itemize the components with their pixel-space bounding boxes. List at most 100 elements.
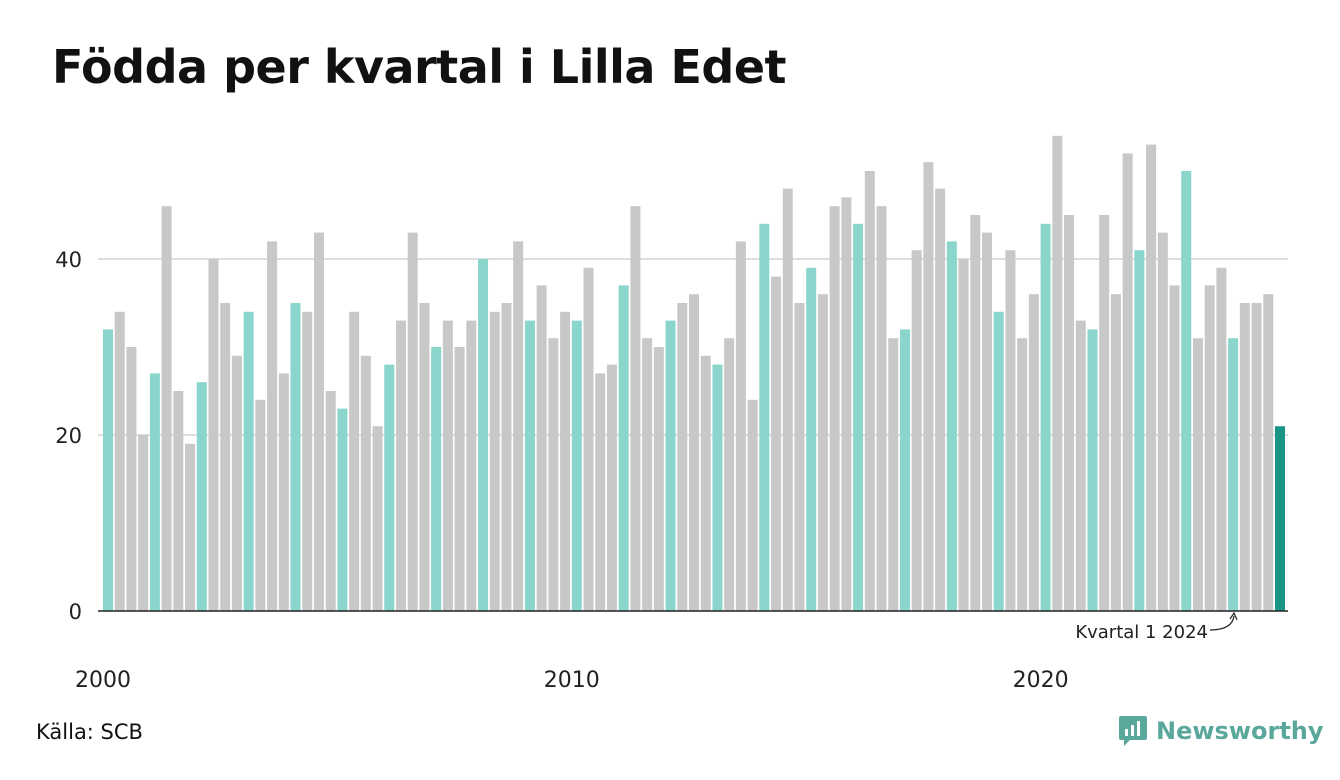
bar: 2020 K1: 44 — [1040, 223, 1051, 612]
bar: 2008 K1: 40 — [478, 259, 489, 611]
y-tick-label: 0 — [69, 600, 82, 624]
bar: 2006 K2: 33 — [396, 320, 406, 611]
bar: 2009 K4: 34 — [560, 311, 571, 611]
bar: 2000 K2: 34 — [114, 311, 125, 611]
bar: 2012 K1: 33 — [665, 320, 676, 611]
bar: 2001 K4: 19 — [185, 443, 196, 611]
annotation-arrowhead — [1229, 611, 1238, 621]
bar: 2002 K2: 40 — [208, 259, 219, 611]
bar: 2002 K3: 35 — [220, 303, 231, 611]
bar: 2011 K3: 31 — [642, 338, 653, 611]
bar: 2021 K2: 45 — [1099, 215, 1110, 611]
x-tick-label: 2020 — [1013, 668, 1069, 693]
bar: 2000 K1: 32 — [103, 329, 113, 611]
bar: 2020 K2: 54 — [1052, 135, 1063, 612]
bar: 2024 K1: 31 — [1228, 338, 1239, 611]
bar: 2008 K3: 35 — [501, 303, 512, 611]
bar: 2020 K4: 33 — [1075, 320, 1086, 611]
bar: 2023 K1: 50 — [1181, 171, 1192, 611]
bar: 2023 K4: 39 — [1216, 267, 1227, 611]
y-tick-label: 40 — [55, 248, 82, 272]
bar: 2005 K4: 21 — [372, 426, 383, 611]
bar: 2007 K4: 33 — [466, 320, 477, 611]
bar: 2021 K4: 52 — [1122, 153, 1133, 611]
bar: 2000 K4: 20 — [138, 435, 149, 611]
bar: 2010 K1: 33 — [571, 320, 582, 611]
bar: 2017 K3: 51 — [923, 162, 934, 611]
bar: 2012 K3: 36 — [689, 294, 699, 611]
bar: 2001 K3: 25 — [173, 391, 184, 611]
bar: 2004 K1: 35 — [290, 303, 301, 611]
bar: 2022 K4: 37 — [1169, 285, 1180, 611]
bar: 2006 K4: 35 — [419, 303, 430, 611]
bar: 2015 K2: 36 — [817, 294, 828, 611]
bar: 2017 K1: 32 — [899, 329, 910, 611]
bar: 2003 K3: 42 — [267, 241, 278, 611]
bar: 2014 K4: 35 — [794, 303, 805, 611]
bar: 2015 K1: 39 — [806, 267, 817, 611]
bar: 2015 K3: 46 — [829, 206, 840, 611]
bar: 2013 K3: 42 — [735, 241, 746, 611]
bar: 2013 K2: 31 — [724, 338, 735, 611]
bar: 2013 K4: 24 — [747, 399, 758, 611]
bar: 2019 K2: 41 — [1005, 250, 1016, 611]
bar: 2001 K1: 27 — [149, 373, 160, 611]
bar: 2002 K4: 29 — [231, 355, 242, 611]
bar: 2018 K4: 43 — [982, 232, 992, 611]
bar: 2014 K3: 48 — [782, 188, 793, 611]
bar: 2012 K2: 35 — [677, 303, 688, 611]
brand-logo[interactable]: Newsworthy — [1118, 714, 1324, 748]
bar: 2002 K1: 26 — [196, 382, 207, 611]
bar: 2014 K2: 38 — [771, 276, 782, 611]
bar: 2008 K2: 34 — [489, 311, 500, 611]
bar: 2011 K4: 30 — [653, 347, 664, 611]
bar: 2023 K3: 37 — [1204, 285, 1215, 611]
bar: 2010 K4: 28 — [606, 364, 617, 611]
bar: 2019 K4: 36 — [1028, 294, 1039, 611]
bar: 2013 K1: 28 — [712, 364, 723, 611]
bar: 2021 K3: 36 — [1110, 294, 1121, 611]
bar: 2003 K4: 27 — [278, 373, 289, 611]
bar: 2018 K1: 42 — [946, 241, 957, 611]
bar-chart: 2000 K1: 322000 K2: 342000 K3: 302000 K4… — [55, 135, 1288, 693]
x-tick-label: 2000 — [75, 668, 131, 693]
bar: 2022 K1: 41 — [1134, 250, 1145, 611]
bar: 2015 K4: 47 — [841, 197, 852, 611]
bar: undefined: 21 — [1275, 426, 1285, 611]
bar: undefined: 35 — [1239, 303, 1250, 611]
chart-bubble-icon — [1119, 716, 1147, 746]
bar: 2010 K2: 39 — [583, 267, 594, 611]
bar: 2023 K2: 31 — [1192, 338, 1203, 611]
bar: 2018 K2: 40 — [958, 259, 969, 611]
y-tick-label: 20 — [55, 424, 82, 448]
bar: 2000 K3: 30 — [126, 347, 137, 611]
bar: 2021 K1: 32 — [1087, 329, 1098, 611]
tick-labels: 0 20 40 2000 2010 2020 Kvartal 1 2024 — [55, 248, 1238, 693]
bar: 2019 K3: 31 — [1017, 338, 1028, 611]
bar: 2006 K3: 43 — [407, 232, 418, 611]
bar: 2005 K2: 34 — [349, 311, 360, 611]
bars: 2000 K1: 322000 K2: 342000 K3: 302000 K4… — [103, 135, 1285, 612]
bar: 2003 K2: 24 — [255, 399, 266, 611]
bar: 2008 K4: 42 — [513, 241, 524, 611]
bar: 2003 K1: 34 — [243, 311, 254, 611]
bar: 2011 K2: 46 — [630, 206, 641, 611]
chart-title: Födda per kvartal i Lilla Edet — [52, 40, 787, 94]
x-tick-label: 2010 — [544, 668, 600, 693]
bar: 2004 K4: 25 — [325, 391, 336, 611]
bar: undefined: 35 — [1251, 303, 1262, 611]
bar: 2017 K4: 48 — [935, 188, 946, 611]
bar: 2014 K1: 44 — [759, 223, 770, 612]
bar: 2020 K3: 45 — [1064, 215, 1075, 611]
bar: 2007 K3: 30 — [454, 347, 465, 611]
bar: 2004 K2: 34 — [302, 311, 313, 611]
bar: 2016 K1: 44 — [853, 223, 864, 612]
bar: 2005 K1: 23 — [337, 408, 348, 611]
annotation-label: Kvartal 1 2024 — [1075, 622, 1208, 643]
bar: 2016 K4: 31 — [888, 338, 899, 611]
bar: 2007 K2: 33 — [442, 320, 453, 611]
bar: 2022 K3: 43 — [1157, 232, 1168, 611]
bar: 2001 K2: 46 — [161, 206, 172, 611]
bar: 2004 K3: 43 — [313, 232, 324, 611]
bar: 2007 K1: 30 — [431, 347, 442, 611]
